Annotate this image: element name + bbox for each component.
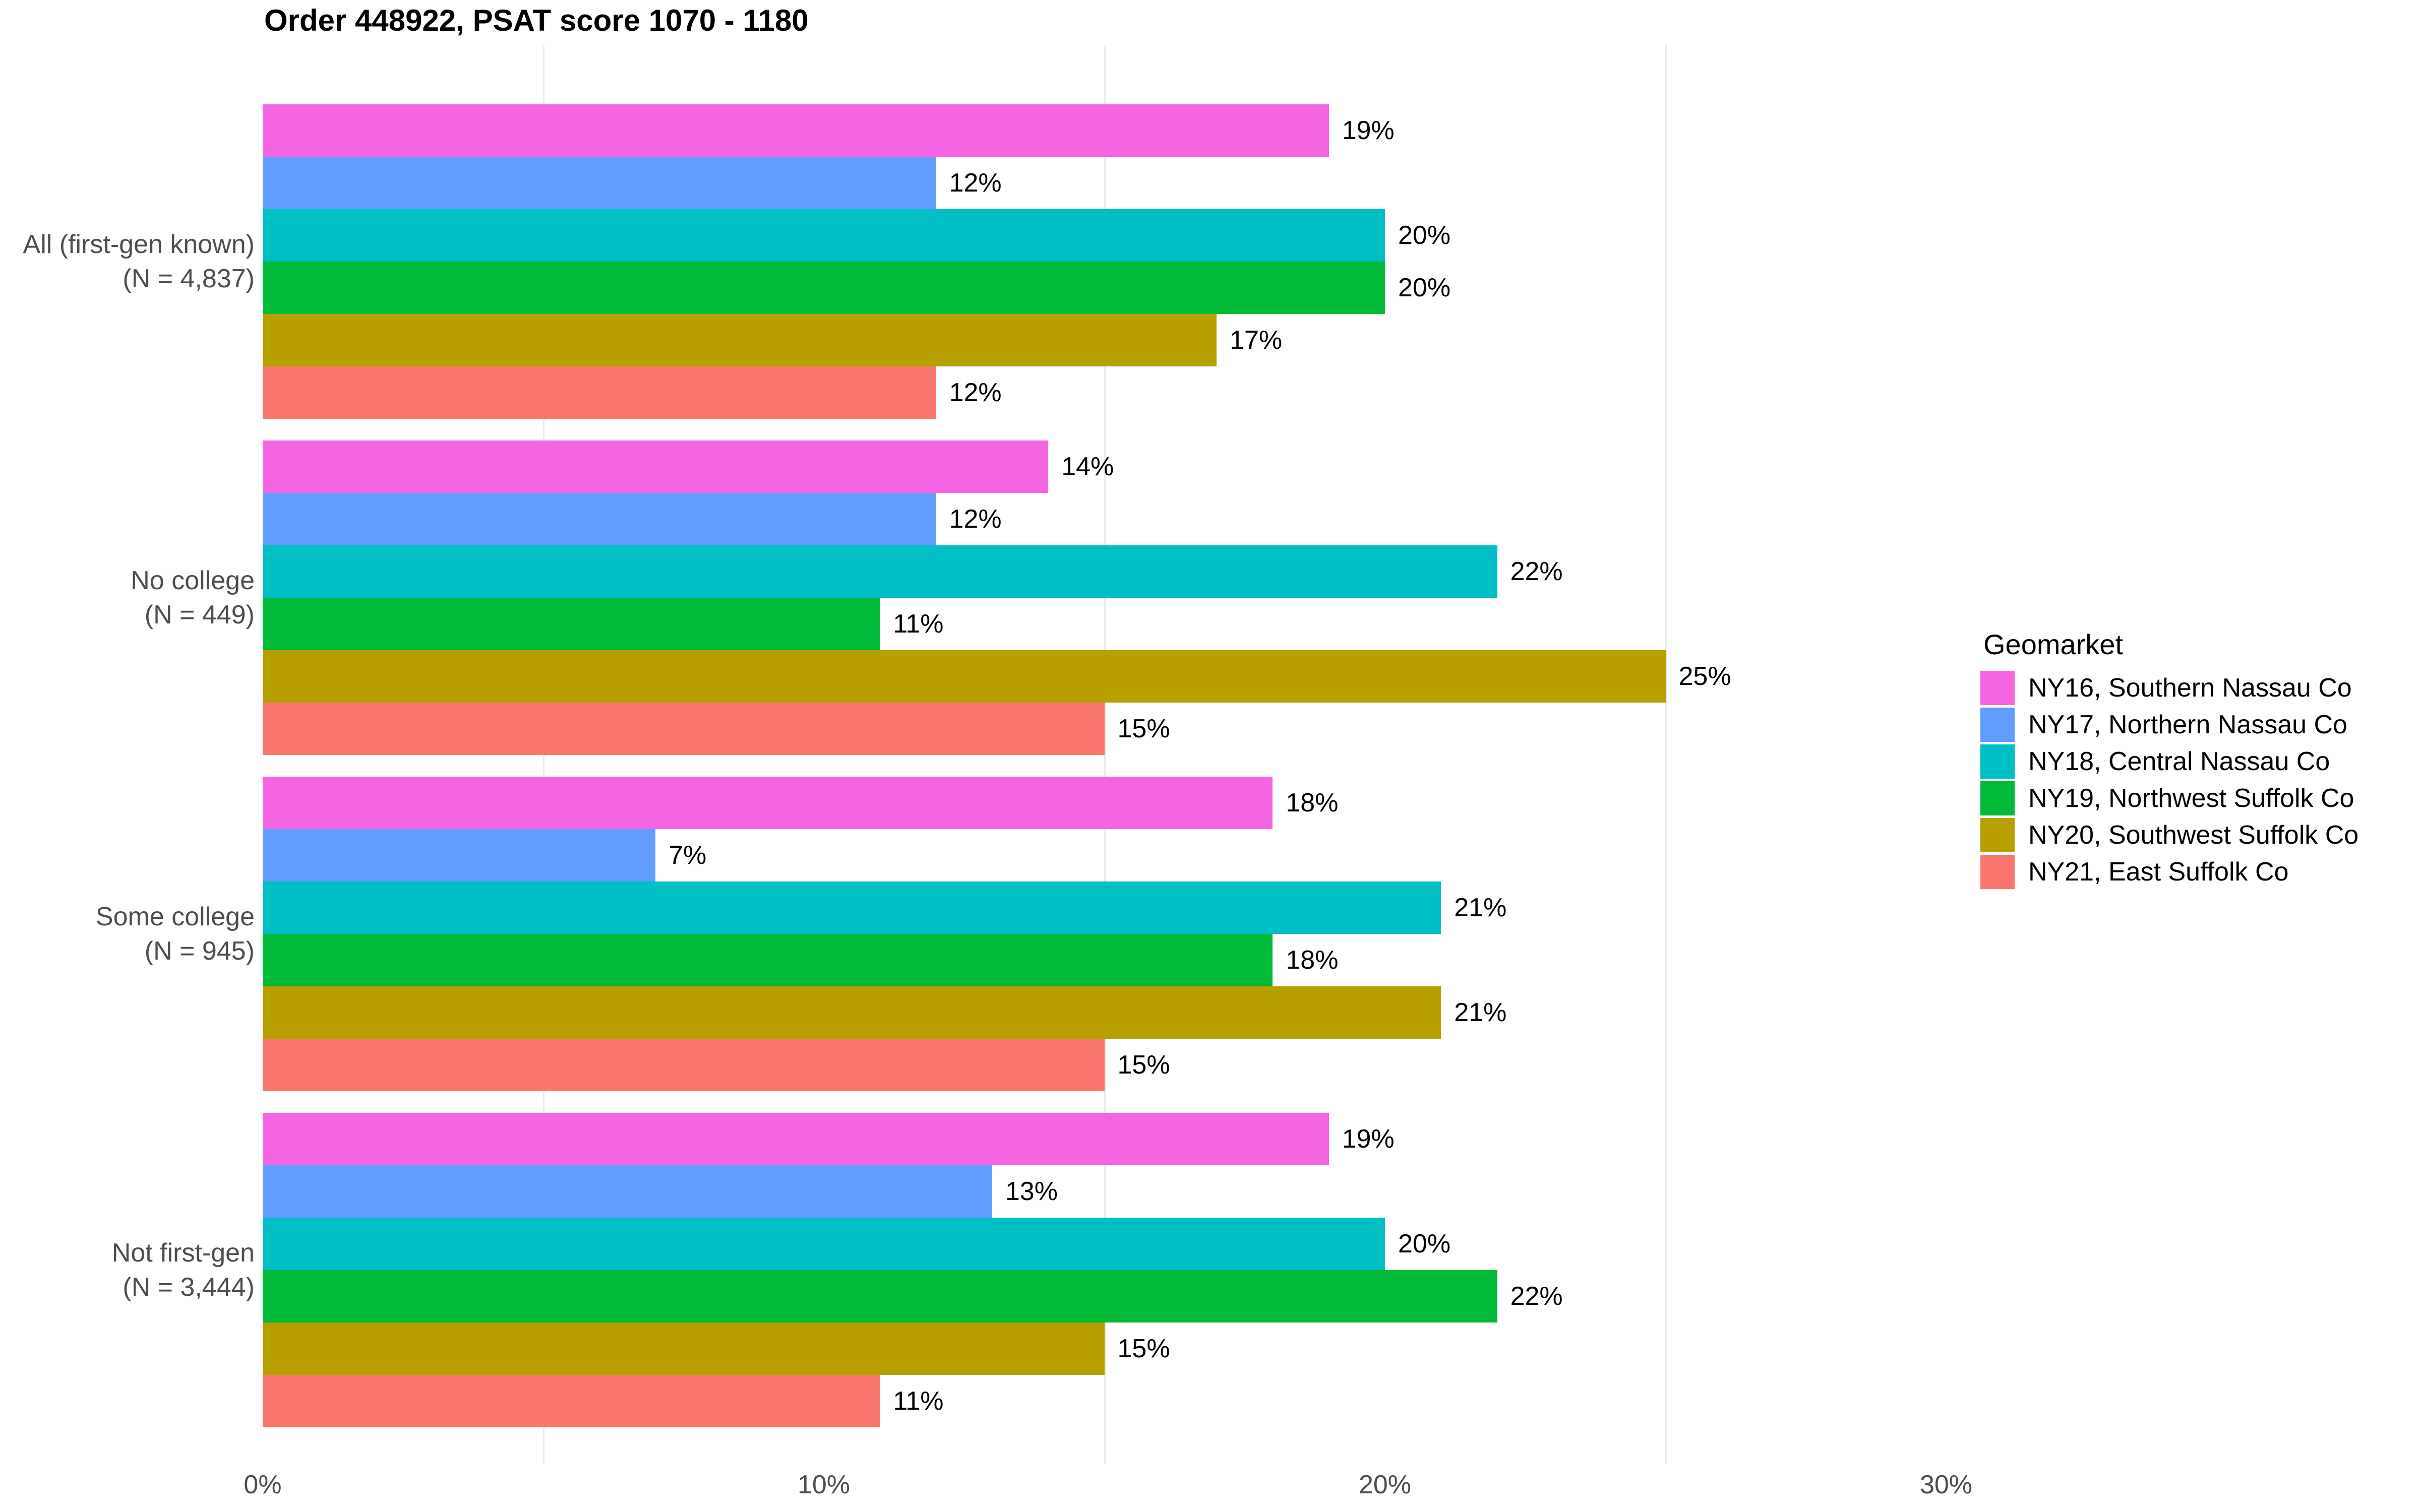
minor-gridline bbox=[1665, 45, 1667, 1464]
bar bbox=[263, 1113, 1329, 1165]
legend-key-swatch bbox=[1980, 671, 2015, 705]
legend-item-label: NY18, Central Nassau Co bbox=[2028, 747, 2330, 776]
bar-value-label: 12% bbox=[949, 505, 1002, 534]
bar-value-label: 13% bbox=[1005, 1177, 1058, 1206]
bar bbox=[263, 314, 1217, 366]
bar bbox=[263, 1039, 1105, 1091]
y-axis-group-label-text: Some college (N = 945) bbox=[96, 900, 255, 968]
legend-key-swatch bbox=[1980, 781, 2015, 815]
group-label-line2: (N = 3,444) bbox=[123, 1273, 255, 1302]
bar bbox=[263, 1218, 1385, 1270]
y-axis-group-label: No college (N = 449) bbox=[0, 440, 255, 755]
group-label-line1: No college bbox=[131, 566, 255, 595]
group-label-line2: (N = 4,837) bbox=[123, 264, 255, 293]
bar-value-label: 15% bbox=[1117, 1050, 1170, 1080]
bar-value-label: 19% bbox=[1342, 1124, 1395, 1154]
legend-item: NY18, Central Nassau Co bbox=[1980, 744, 2330, 779]
bar bbox=[263, 1270, 1497, 1322]
bar bbox=[263, 650, 1666, 703]
bar-value-label: 15% bbox=[1117, 1334, 1170, 1363]
bar-value-label: 12% bbox=[949, 168, 1002, 198]
group-label-line1: All (first-gen known) bbox=[23, 230, 255, 259]
bar bbox=[263, 777, 1273, 829]
minor-gridline bbox=[1104, 45, 1106, 1464]
bar bbox=[263, 366, 936, 419]
y-axis-group-label: Some college (N = 945) bbox=[0, 777, 255, 1091]
bar-value-label: 21% bbox=[1454, 998, 1507, 1027]
bar bbox=[263, 209, 1385, 262]
legend-title: Geomarket bbox=[1983, 628, 2123, 660]
y-axis-group-label-text: No college (N = 449) bbox=[131, 563, 255, 632]
bar-value-label: 21% bbox=[1454, 893, 1507, 922]
bar bbox=[263, 829, 656, 881]
x-axis-tick-label: 30% bbox=[1919, 1470, 1973, 1499]
legend-key-swatch bbox=[1980, 708, 2015, 742]
bar-value-label: 22% bbox=[1510, 1282, 1563, 1311]
group-label-line1: Not first-gen bbox=[111, 1238, 255, 1268]
bar-value-label: 14% bbox=[1061, 452, 1114, 481]
bar bbox=[263, 986, 1441, 1039]
bar-value-label: 20% bbox=[1398, 1229, 1451, 1258]
bar-value-label: 12% bbox=[949, 378, 1002, 407]
legend-item-label: NY19, Northwest Suffolk Co bbox=[2028, 784, 2354, 813]
y-axis-group-label-text: Not first-gen (N = 3,444) bbox=[112, 1236, 255, 1304]
group-label-line2: (N = 449) bbox=[144, 600, 255, 629]
bar-value-label: 19% bbox=[1342, 116, 1395, 145]
x-axis-tick-label: 0% bbox=[244, 1470, 282, 1499]
legend-key-swatch bbox=[1980, 818, 2015, 852]
legend-item: NY20, Southwest Suffolk Co bbox=[1980, 818, 2358, 852]
legend-item: NY19, Northwest Suffolk Co bbox=[1980, 781, 2354, 815]
bar bbox=[263, 545, 1497, 598]
bar-value-label: 20% bbox=[1398, 273, 1451, 302]
bar bbox=[263, 262, 1385, 314]
legend-item: NY17, Northern Nassau Co bbox=[1980, 708, 2347, 742]
x-axis-tick-label: 20% bbox=[1358, 1470, 1412, 1499]
legend-item-label: NY21, East Suffolk Co bbox=[2028, 857, 2289, 887]
bar-value-label: 18% bbox=[1286, 946, 1339, 975]
chart-title: Order 448922, PSAT score 1070 - 1180 bbox=[264, 4, 809, 37]
bar bbox=[263, 881, 1441, 934]
bar bbox=[263, 493, 936, 545]
bar-value-label: 20% bbox=[1398, 221, 1451, 250]
group-label-line2: (N = 945) bbox=[144, 936, 255, 966]
bar bbox=[263, 1375, 880, 1427]
legend-key-swatch bbox=[1980, 855, 2015, 889]
bar bbox=[263, 1165, 992, 1218]
bar-value-label: 11% bbox=[893, 609, 944, 639]
bar-value-label: 15% bbox=[1117, 714, 1170, 743]
legend-key-swatch bbox=[1980, 744, 2015, 779]
x-axis-tick-label: 10% bbox=[797, 1470, 851, 1499]
legend-item-label: NY16, Southern Nassau Co bbox=[2028, 673, 2352, 703]
bar bbox=[263, 703, 1105, 755]
bar-value-label: 17% bbox=[1230, 326, 1283, 355]
bar bbox=[263, 440, 1049, 493]
bar-value-label: 7% bbox=[669, 841, 707, 870]
y-axis-group-label-text: All (first-gen known) (N = 4,837) bbox=[23, 227, 255, 296]
bar-value-label: 11% bbox=[893, 1387, 944, 1416]
y-axis-group-label: Not first-gen (N = 3,444) bbox=[0, 1113, 255, 1427]
legend-item-label: NY20, Southwest Suffolk Co bbox=[2028, 821, 2359, 850]
bar bbox=[263, 157, 936, 209]
legend-item: NY21, East Suffolk Co bbox=[1980, 855, 2288, 889]
bar bbox=[263, 1322, 1105, 1375]
bar bbox=[263, 598, 880, 650]
legend-item-label: NY17, Northern Nassau Co bbox=[2028, 710, 2347, 739]
y-axis-group-label: All (first-gen known) (N = 4,837) bbox=[0, 104, 255, 419]
bar-value-label: 22% bbox=[1510, 557, 1563, 586]
bar-value-label: 18% bbox=[1286, 788, 1339, 817]
bar bbox=[263, 934, 1273, 986]
bar bbox=[263, 104, 1329, 157]
group-label-line1: Some college bbox=[95, 902, 255, 931]
legend-item: NY16, Southern Nassau Co bbox=[1980, 671, 2352, 705]
bar-value-label: 25% bbox=[1678, 662, 1731, 691]
